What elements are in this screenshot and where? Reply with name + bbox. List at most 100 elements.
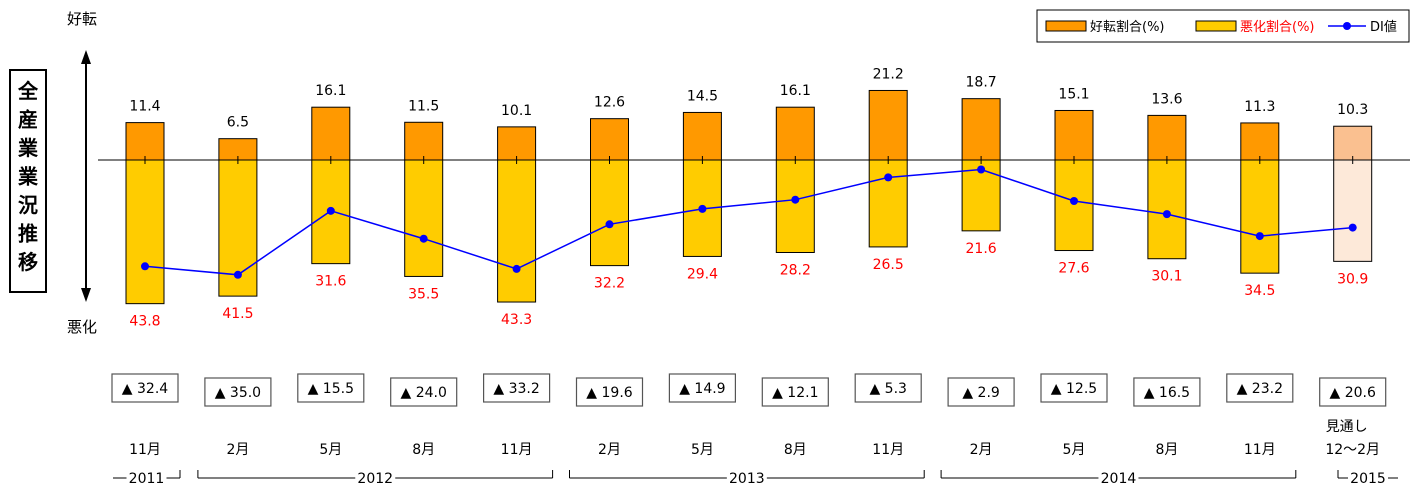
di-point	[884, 173, 893, 182]
category-label: 5月	[1063, 442, 1086, 458]
improve-value-label: 11.4	[129, 99, 160, 115]
improve-bar	[311, 106, 351, 161]
worsen-bar	[497, 159, 537, 303]
worsen-bar	[868, 159, 908, 248]
category-label: 11月	[501, 442, 533, 458]
di-value-label: ▲ 2.9	[962, 385, 999, 401]
di-value-box	[854, 373, 922, 403]
worsen-value-label: 29.4	[687, 266, 718, 282]
di-value-label: ▲ 12.5	[1051, 381, 1097, 397]
di-value-box	[1133, 377, 1201, 407]
improve-bar	[125, 122, 165, 161]
di-value-box	[1226, 373, 1294, 403]
worsen-value-label: 30.9	[1337, 271, 1368, 287]
di-point	[512, 264, 521, 273]
arrow-up-head	[81, 50, 91, 64]
di-point	[1070, 197, 1078, 205]
year-label: 2015	[1350, 471, 1386, 487]
worsen-value-label: 43.3	[501, 312, 532, 328]
di-point	[605, 220, 614, 229]
improve-value-label: 10.3	[1337, 102, 1368, 118]
improve-value-label: 18.7	[966, 75, 997, 91]
worsen-bar	[404, 159, 444, 277]
improve-bar	[682, 111, 722, 161]
di-point	[1348, 223, 1357, 232]
worsen-bar	[125, 159, 165, 305]
di-value-box	[111, 373, 179, 403]
worsen-value-label: 43.8	[129, 314, 160, 330]
di-value-label: ▲ 14.9	[679, 381, 725, 397]
worsen-value-label: 30.1	[1151, 269, 1182, 285]
legend-swatch-improve	[1045, 20, 1087, 32]
worsen-value-label: 28.2	[780, 262, 811, 278]
worsen-value-label: 21.6	[966, 241, 997, 257]
worsen-value-label: 26.5	[873, 257, 904, 273]
year-label: 2012	[357, 471, 393, 487]
worsen-bar	[1054, 159, 1094, 252]
improve-value-label: 16.1	[780, 83, 811, 99]
di-value-label: ▲ 15.5	[308, 381, 354, 397]
category-label: 5月	[691, 442, 714, 458]
worsen-bar	[1147, 159, 1187, 260]
worsen-bar	[1333, 159, 1373, 262]
category-label: 8月	[1155, 442, 1178, 458]
di-value-box	[668, 373, 737, 403]
title-char: 全	[17, 79, 39, 103]
di-value-label: ▲ 5.3	[869, 381, 906, 397]
improve-bar	[404, 121, 444, 161]
title-char: 移	[18, 250, 38, 274]
legend-label-improve: 好転割合(%)	[1090, 19, 1165, 35]
axis-bottom-label: 悪化	[67, 318, 97, 336]
di-point	[326, 206, 335, 215]
di-value-box	[947, 377, 1015, 407]
category-label: 2月	[970, 442, 993, 458]
axis-top-label: 好転	[67, 10, 97, 28]
improve-value-label: 16.1	[315, 83, 346, 99]
improve-bar	[775, 106, 815, 161]
worsen-value-label: 27.6	[1058, 261, 1089, 277]
category-label: 11月	[1244, 442, 1276, 458]
year-label: 2014	[1101, 471, 1137, 487]
improve-value-label: 15.1	[1058, 86, 1089, 102]
di-point	[977, 165, 986, 174]
improve-bar	[497, 126, 537, 161]
title-char: 推	[18, 222, 38, 246]
di-line	[144, 168, 1353, 276]
di-value-label: ▲ 19.6	[586, 385, 632, 401]
improve-bar	[868, 89, 908, 161]
legend-swatch-worsen	[1195, 20, 1237, 32]
di-value-label: ▲ 35.0	[215, 385, 261, 401]
improve-value-label: 14.5	[687, 88, 718, 104]
title-box	[9, 69, 47, 293]
worsen-bar	[1240, 159, 1280, 274]
category-label: 8月	[412, 442, 435, 458]
di-value-label: ▲ 20.6	[1330, 385, 1376, 401]
di-value-label: ▲ 33.2	[493, 381, 539, 397]
improve-bar	[1240, 122, 1280, 161]
worsen-value-label: 35.5	[408, 286, 439, 302]
legend-label-worsen: 悪化割合(%)	[1240, 19, 1315, 35]
improve-bar	[1054, 109, 1094, 161]
category-label-line2: 12〜2月	[1325, 442, 1380, 458]
category-label: 11月	[872, 442, 904, 458]
title-char: 況	[18, 193, 38, 217]
year-label: 2011	[129, 471, 165, 487]
category-label: 2月	[226, 442, 249, 458]
category-label-line1: 見通し	[1326, 419, 1368, 435]
improve-value-label: 21.2	[873, 66, 904, 82]
worsen-value-label: 41.5	[222, 306, 253, 322]
di-value-label: ▲ 12.1	[772, 385, 818, 401]
improve-bar	[1333, 125, 1373, 161]
category-label: 2月	[598, 442, 621, 458]
di-value-box	[297, 373, 365, 403]
di-value-box	[390, 377, 458, 407]
di-point	[141, 262, 149, 271]
improve-bar	[1147, 114, 1187, 161]
improve-value-label: 11.3	[1244, 99, 1275, 115]
title-char: 業	[18, 136, 39, 160]
arrow-down-head	[81, 288, 91, 302]
improve-value-label: 6.5	[227, 115, 249, 131]
legend-label-di: DI値	[1370, 19, 1397, 35]
di-value-box	[1319, 377, 1387, 407]
